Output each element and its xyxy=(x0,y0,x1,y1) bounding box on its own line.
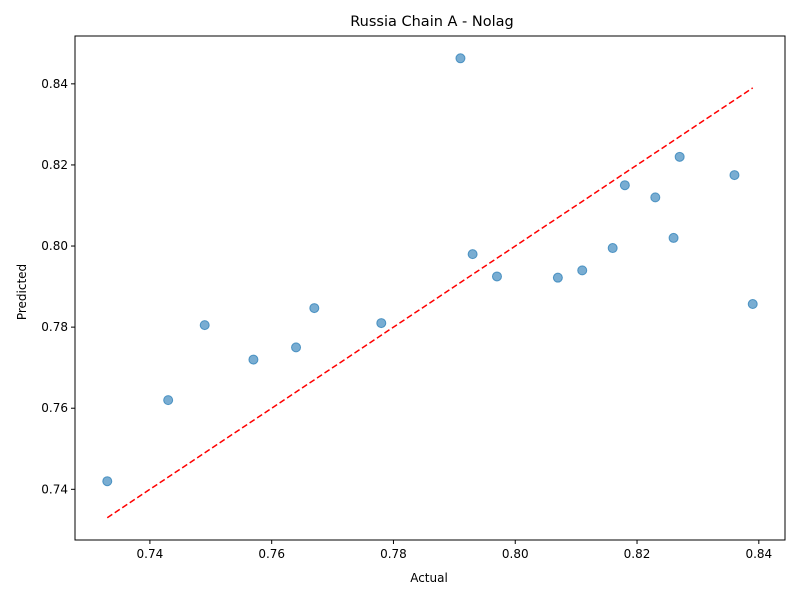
scatter-point xyxy=(467,249,478,260)
scatter-point xyxy=(619,180,630,191)
scatter-point xyxy=(309,303,320,314)
scatter-point xyxy=(491,271,502,282)
scatter-point xyxy=(607,243,618,254)
scatter-point xyxy=(199,320,210,331)
y-tick-label: 0.80 xyxy=(41,239,68,253)
scatter-point xyxy=(102,476,113,487)
x-tick-label: 0.76 xyxy=(258,547,285,561)
plot-area xyxy=(102,53,758,519)
y-axis: 0.74 0.76 0.78 0.80 0.82 0.84 xyxy=(41,77,75,496)
scatter-point xyxy=(674,151,685,162)
x-tick-label: 0.80 xyxy=(502,547,529,561)
scatter-point xyxy=(291,342,302,353)
y-tick-label: 0.78 xyxy=(41,320,68,334)
x-tick-label: 0.82 xyxy=(624,547,651,561)
x-axis-label: Actual xyxy=(410,571,448,585)
x-tick-label: 0.84 xyxy=(745,547,772,561)
scatter-point xyxy=(163,395,174,406)
y-tick-label: 0.82 xyxy=(41,158,68,172)
y-tick-label: 0.74 xyxy=(41,482,68,496)
scatter-point xyxy=(747,299,758,310)
y-tick-label: 0.84 xyxy=(41,77,68,91)
scatter-point xyxy=(455,53,466,64)
reference-line xyxy=(106,87,754,519)
x-tick-label: 0.78 xyxy=(380,547,407,561)
scatter-point xyxy=(376,318,387,329)
scatter-point xyxy=(552,272,563,283)
scatter-point xyxy=(248,354,259,365)
scatter-point xyxy=(729,170,740,181)
y-axis-label: Predicted xyxy=(15,264,29,320)
plot-frame xyxy=(74,35,786,541)
scatter-point xyxy=(577,265,588,276)
y-tick-label: 0.76 xyxy=(41,401,68,415)
x-axis: 0.74 0.76 0.78 0.80 0.82 0.84 xyxy=(137,540,772,561)
chart-title: Russia Chain A - Nolag xyxy=(350,14,513,30)
x-tick-label: 0.74 xyxy=(137,547,164,561)
scatter-point xyxy=(668,232,679,243)
scatter-point xyxy=(650,192,661,203)
